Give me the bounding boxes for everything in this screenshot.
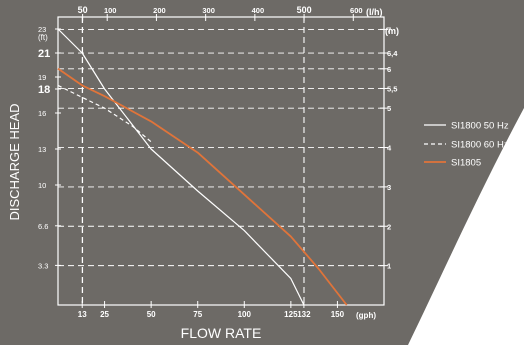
y-tick-label-left: 18 bbox=[38, 84, 50, 96]
series-line-50hz bbox=[57, 28, 305, 306]
y-unit-right: (m) bbox=[385, 26, 399, 36]
x-tick-label-top: 400 bbox=[252, 6, 265, 15]
plot-border bbox=[57, 16, 385, 306]
y-tick-label-right: 7 bbox=[387, 25, 391, 34]
x-tick-label-bottom: 100 bbox=[238, 310, 252, 319]
y-tick-label-right: 2 bbox=[387, 222, 391, 231]
x-unit-bottom: (gph) bbox=[356, 311, 376, 320]
y-tick-label-left: 3.3 bbox=[38, 261, 48, 270]
x-tick-label-top: 50 bbox=[78, 5, 88, 15]
grid-lines bbox=[58, 17, 384, 305]
y-tick-label-right: 6 bbox=[387, 65, 391, 74]
x-tick-label-bottom: 25 bbox=[100, 310, 109, 319]
y-unit-left: (ft) bbox=[38, 33, 48, 42]
y-tick-label-left: 23 bbox=[38, 25, 46, 34]
y-tick-label-right: 4 bbox=[387, 144, 392, 153]
y-tick-label-left: 6.6 bbox=[38, 222, 48, 231]
x-unit-top: (l/h) bbox=[366, 7, 383, 17]
y-tick-label-left: 10 bbox=[38, 181, 46, 190]
x-tick-label-top: 100 bbox=[104, 6, 117, 15]
x-axis-title: FLOW RATE bbox=[181, 325, 262, 341]
x-tick-label-bottom: 150 bbox=[331, 310, 345, 319]
legend-label-50hz: SI1800 50 Hz bbox=[451, 121, 509, 132]
x-tick-label-bottom: 13 bbox=[78, 310, 87, 319]
x-tick-label-bottom: 125 bbox=[284, 310, 298, 319]
y-tick-label-left: 16 bbox=[38, 109, 46, 118]
x-tick-label-top: 500 bbox=[297, 5, 312, 15]
y-tick-label-right: 5 bbox=[387, 104, 391, 113]
series-line-si1805 bbox=[57, 67, 348, 306]
series-lines bbox=[57, 28, 348, 306]
series-line-60hz bbox=[57, 84, 152, 143]
y-tick-label-left: 21 bbox=[38, 48, 50, 60]
x-tick-label-top: 600 bbox=[350, 6, 363, 15]
legend: SI1800 50 Hz SI1800 60 Hz SI1805 bbox=[424, 121, 509, 169]
y-tick-label-right: 1 bbox=[387, 262, 391, 271]
legend-label-si1805: SI1805 bbox=[451, 158, 481, 169]
x-tick-label-bottom: 75 bbox=[193, 310, 202, 319]
y-tick-label-right: 5,5 bbox=[387, 84, 397, 93]
x-tick-label-top: 200 bbox=[153, 6, 166, 15]
x-tick-label-bottom: 50 bbox=[147, 310, 156, 319]
y-tick-label-right: 6,4 bbox=[387, 49, 398, 58]
x-tick-label-top: 300 bbox=[202, 6, 215, 15]
y-axis-title: DISCHARGE HEAD bbox=[7, 103, 22, 220]
y-tick-label-right: 3 bbox=[387, 183, 391, 192]
x-tick-label-bottom: 132 bbox=[297, 310, 311, 319]
y-tick-label-left: 19 bbox=[38, 73, 46, 82]
y-tick-label-left: 13 bbox=[38, 145, 46, 154]
legend-label-60hz: SI1800 60 Hz bbox=[451, 140, 509, 151]
